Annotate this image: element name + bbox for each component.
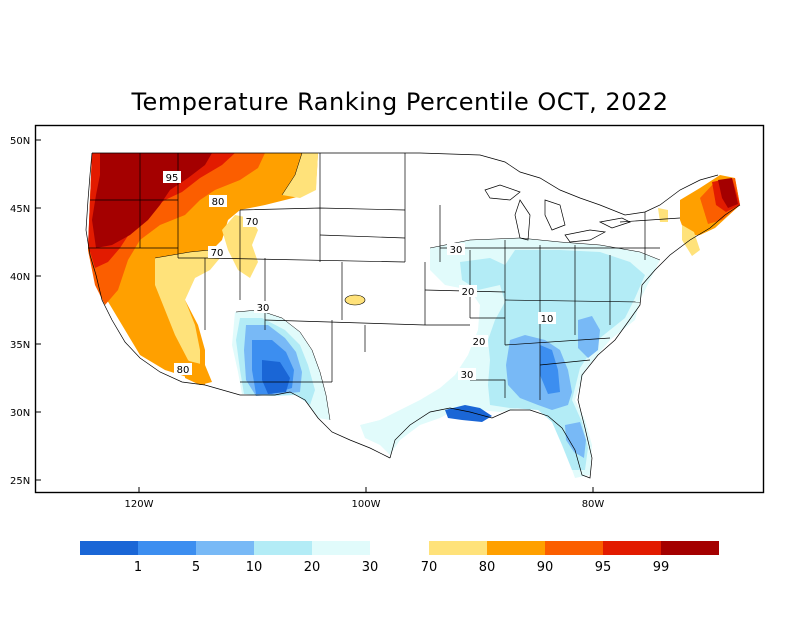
legend-label-90: 90 — [537, 560, 554, 575]
region-west-70c — [155, 250, 220, 372]
contour-label-80: 80 — [177, 365, 190, 376]
contour-label-10: 10 — [541, 314, 554, 325]
lat-label-25n: 25N — [10, 476, 30, 487]
contour-label-70: 70 — [211, 248, 224, 259]
legend-swatch-70 — [429, 541, 487, 555]
lon-label-100w: 100W — [352, 499, 381, 510]
legend: 1 5 10 20 30 70 80 90 95 99 — [80, 541, 719, 575]
contour-label-30: 30 — [450, 245, 463, 256]
lat-label-45n: 45N — [10, 204, 30, 215]
region-ne-99 — [718, 178, 738, 208]
shaded-regions — [88, 153, 740, 478]
contour-label-20: 20 — [473, 337, 486, 348]
legend-swatch-95 — [603, 541, 661, 555]
lat-label-35n: 35N — [10, 340, 30, 351]
region-east-5 — [540, 345, 560, 394]
contour-label-30: 30 — [257, 303, 270, 314]
lat-label-40n: 40N — [10, 272, 30, 283]
contour-label-20: 20 — [462, 287, 475, 298]
region-kansas-70 — [344, 294, 366, 306]
legend-label-99: 99 — [653, 560, 670, 575]
legend-swatch-90 — [545, 541, 603, 555]
legend-swatch-99 — [661, 541, 719, 555]
region-east-10b — [578, 316, 600, 358]
lat-ticks — [35, 139, 41, 481]
region-west-99 — [92, 153, 212, 248]
map-title: Temperature Ranking Percentile OCT, 2022 — [131, 88, 669, 116]
contour-label-95: 95 — [166, 173, 179, 184]
legend-label-5: 5 — [192, 560, 200, 575]
contour-label-80: 80 — [212, 197, 225, 208]
contour-label-30: 30 — [461, 370, 474, 381]
legend-label-80: 80 — [479, 560, 496, 575]
plot-frame — [34, 124, 765, 494]
legend-label-95: 95 — [595, 560, 612, 575]
lat-label-30n: 30N — [10, 408, 30, 419]
legend-swatch-20 — [254, 541, 312, 555]
region-ohio-20 — [465, 264, 500, 288]
lat-label-50n: 50N — [10, 136, 30, 147]
region-ne-70b — [682, 225, 700, 256]
legend-label-20: 20 — [304, 560, 321, 575]
region-ne-70 — [658, 208, 668, 222]
legend-label-10: 10 — [246, 560, 263, 575]
state-boundaries — [85, 152, 741, 479]
legend-swatch-5 — [138, 541, 196, 555]
region-west-70 — [282, 153, 318, 198]
contour-label-70: 70 — [246, 217, 259, 228]
lon-label-80w: 80W — [582, 499, 605, 510]
legend-label-1: 1 — [134, 560, 142, 575]
region-east-10c — [565, 422, 586, 458]
legend-label-30: 30 — [362, 560, 379, 575]
lon-label-120w: 120W — [125, 499, 154, 510]
legend-swatch-80 — [487, 541, 545, 555]
region-nm-1 — [262, 360, 290, 394]
contour-labels: 95 80 70 70 80 30 30 20 20 30 10 — [163, 171, 556, 381]
legend-swatch-10 — [196, 541, 254, 555]
legend-label-70: 70 — [421, 560, 438, 575]
lon-ticks — [138, 487, 594, 493]
legend-swatch-1 — [80, 541, 138, 555]
legend-swatch-30 — [312, 541, 370, 555]
